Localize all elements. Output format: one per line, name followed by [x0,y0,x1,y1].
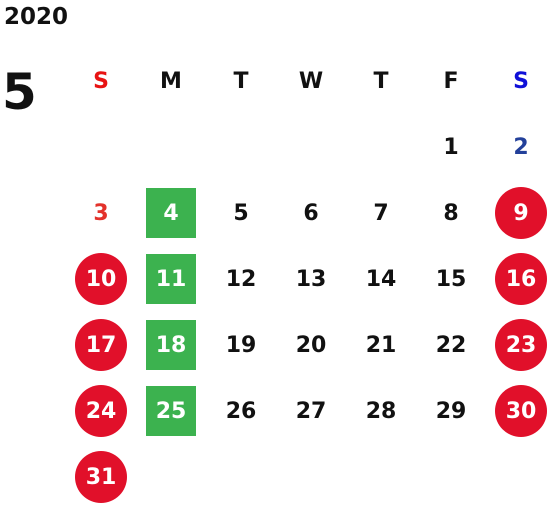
day-cell[interactable]: 7 [346,180,416,246]
weekday-saturday: S [513,68,529,94]
day-number-highlighted: 4 [146,188,196,238]
day-cell[interactable]: 16 [486,246,548,312]
day-cell[interactable]: 6 [276,180,346,246]
day-number: 27 [295,398,327,424]
day-number: 14 [365,266,397,292]
day-cell[interactable]: 25 [136,378,206,444]
day-cell[interactable]: 26 [206,378,276,444]
day-cell[interactable]: 19 [206,312,276,378]
weekday-monday-cell: M [136,48,206,114]
weekday-thursday: T [373,68,389,94]
day-cell[interactable]: 17 [66,312,136,378]
day-number: 6 [303,200,319,226]
week-row: 31 [66,444,548,510]
day-number: 29 [435,398,467,424]
month-number: 5 [2,63,37,121]
day-cell[interactable]: 24 [66,378,136,444]
day-cell[interactable]: 3 [66,180,136,246]
day-number-holiday: 10 [75,253,127,305]
week-row: 1 2 [66,114,548,180]
day-number: 28 [365,398,397,424]
day-number: 21 [365,332,397,358]
day-cell[interactable]: 30 [486,378,548,444]
day-cell[interactable]: 13 [276,246,346,312]
day-number-holiday: 30 [495,385,547,437]
day-number: 13 [295,266,327,292]
weekday-friday: F [443,68,459,94]
day-number-holiday: 31 [75,451,127,503]
weekday-thursday-cell: T [346,48,416,114]
day-number: 7 [373,200,389,226]
day-number: 19 [225,332,257,358]
weekday-saturday-cell: S [486,48,548,114]
day-cell[interactable]: 8 [416,180,486,246]
week-row: 10 11 12 13 14 15 16 [66,246,548,312]
day-number: 15 [435,266,467,292]
day-cell[interactable]: 23 [486,312,548,378]
day-cell[interactable]: 10 [66,246,136,312]
day-number-holiday: 17 [75,319,127,371]
day-number: 22 [435,332,467,358]
week-row: 3 4 5 6 7 8 9 [66,180,548,246]
weekday-monday: M [160,68,182,94]
day-cell[interactable]: 28 [346,378,416,444]
day-number: 3 [93,200,109,226]
day-cell[interactable]: 22 [416,312,486,378]
day-cell[interactable]: 12 [206,246,276,312]
day-cell[interactable]: 9 [486,180,548,246]
day-cell[interactable]: 14 [346,246,416,312]
day-number: 12 [225,266,257,292]
weekday-wednesday-cell: W [276,48,346,114]
weekday-tuesday-cell: T [206,48,276,114]
day-number-highlighted: 18 [146,320,196,370]
weekday-friday-cell: F [416,48,486,114]
day-number-holiday: 24 [75,385,127,437]
day-cell[interactable]: 29 [416,378,486,444]
weekday-tuesday: T [233,68,249,94]
day-number: 2 [513,134,529,160]
year-label: 2020 [4,4,69,30]
day-cell[interactable]: 1 [416,114,486,180]
day-cell[interactable]: 27 [276,378,346,444]
day-number: 20 [295,332,327,358]
day-number-holiday: 16 [495,253,547,305]
calendar-grid: S M T W T F S 1 2 3 4 5 6 7 8 9 10 11 12… [66,48,548,510]
day-cell[interactable]: 4 [136,180,206,246]
day-cell[interactable]: 20 [276,312,346,378]
day-cell[interactable]: 31 [66,444,136,510]
day-number: 1 [443,134,459,160]
weekday-sunday-cell: S [66,48,136,114]
day-number: 5 [233,200,249,226]
day-cell[interactable]: 15 [416,246,486,312]
day-number: 26 [225,398,257,424]
day-number-holiday: 9 [495,187,547,239]
day-cell[interactable]: 18 [136,312,206,378]
day-number-holiday: 23 [495,319,547,371]
day-cell[interactable]: 21 [346,312,416,378]
week-row: 24 25 26 27 28 29 30 [66,378,548,444]
day-cell[interactable]: 2 [486,114,548,180]
weekday-sunday: S [93,68,109,94]
day-number-highlighted: 25 [146,386,196,436]
day-cell[interactable]: 5 [206,180,276,246]
week-row: 17 18 19 20 21 22 23 [66,312,548,378]
weekday-header-row: S M T W T F S [66,48,548,114]
day-number: 8 [443,200,459,226]
day-number-highlighted: 11 [146,254,196,304]
day-cell[interactable]: 11 [136,246,206,312]
weekday-wednesday: W [298,68,324,94]
